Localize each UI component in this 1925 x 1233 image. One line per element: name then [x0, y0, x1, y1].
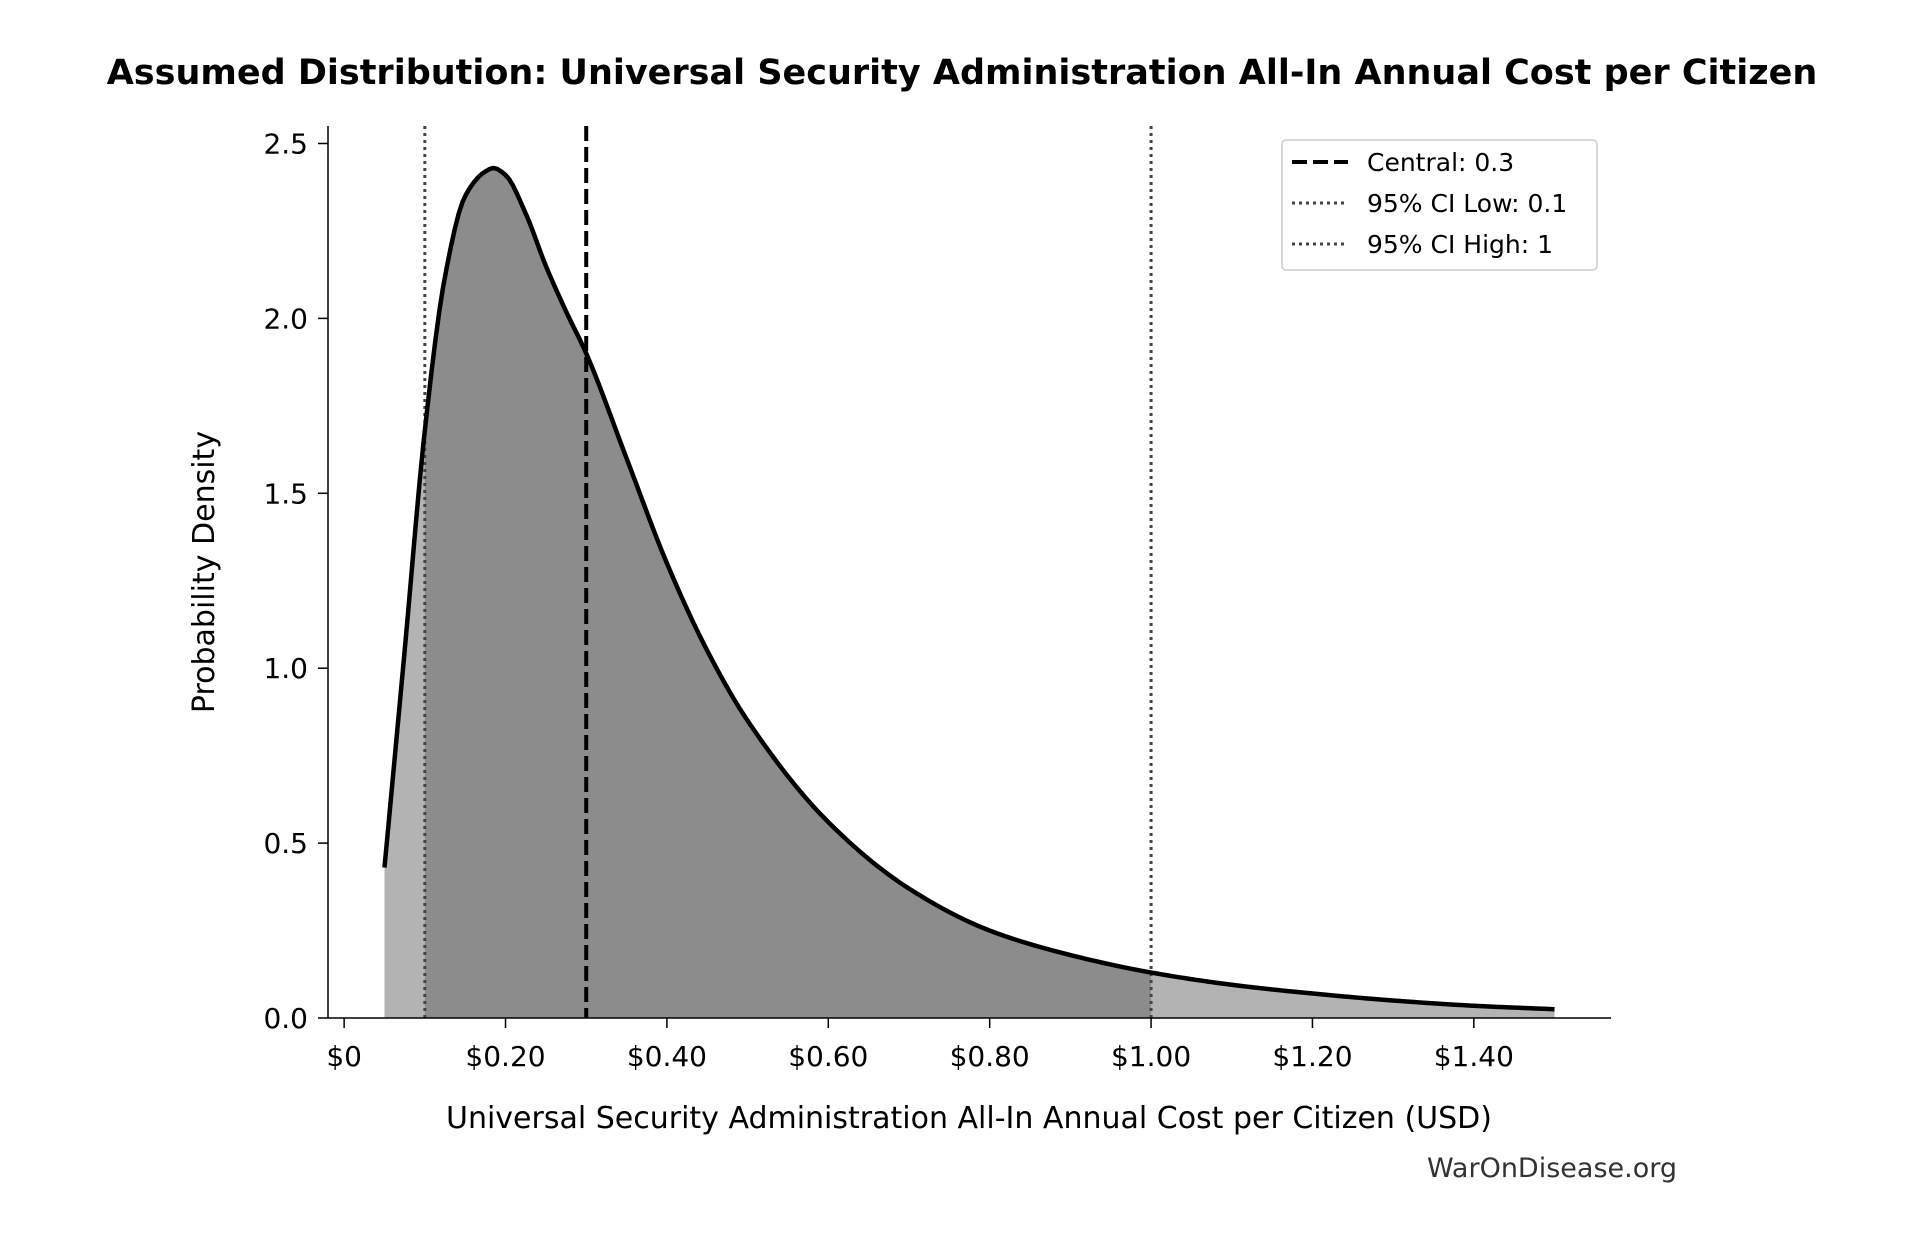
- legend-frame: [1281, 139, 1598, 271]
- x-tick-label: $0.40: [627, 1040, 707, 1073]
- legend-label-ci-high: 95% CI High: 1: [1367, 230, 1553, 259]
- x-axis-label: Universal Security Administration All-In…: [446, 1101, 1492, 1136]
- y-tick-label: 0.0: [263, 1002, 308, 1035]
- density-curve: [382, 165, 1555, 1012]
- chart-legend: Central: 0.3 95% CI Low: 0.1 95% CI High…: [1281, 139, 1598, 271]
- legend-label-ci-low: 95% CI Low: 0.1: [1367, 189, 1567, 218]
- x-tick-label: $0.20: [465, 1040, 545, 1073]
- x-tick-label: $1.40: [1434, 1040, 1514, 1073]
- y-tick-label: 2.5: [263, 127, 308, 160]
- legend-label-central: Central: 0.3: [1367, 148, 1514, 177]
- y-axis-ticks: 0.0 0.5 1.0 1.5 2.0 2.5: [263, 127, 328, 1035]
- ci-area: [424, 167, 1152, 1019]
- x-tick-label: $0.60: [788, 1040, 868, 1073]
- reference-lines: [423, 126, 1153, 1018]
- y-tick-label: 1.5: [263, 477, 308, 510]
- x-axis-ticks: $0 $0.20 $0.40 $0.60 $0.80 $1.00 $1.20 $1.40: [326, 1018, 1514, 1073]
- x-tick-label: $0: [326, 1040, 362, 1073]
- y-tick-label: 1.0: [263, 652, 308, 685]
- y-axis-label: Probability Density: [187, 431, 222, 713]
- source-watermark: WarOnDisease.org: [1427, 1153, 1677, 1184]
- chart-title: Assumed Distribution: Universal Security…: [107, 53, 1818, 93]
- density-curve-group: [382, 165, 1555, 1012]
- x-tick-label: $1.20: [1272, 1040, 1352, 1073]
- x-tick-label: $0.80: [950, 1040, 1030, 1073]
- ci-area-fill: [424, 167, 1152, 1019]
- x-tick-label: $1.00: [1111, 1040, 1191, 1073]
- y-tick-label: 0.5: [263, 827, 308, 860]
- y-tick-label: 2.0: [263, 302, 308, 335]
